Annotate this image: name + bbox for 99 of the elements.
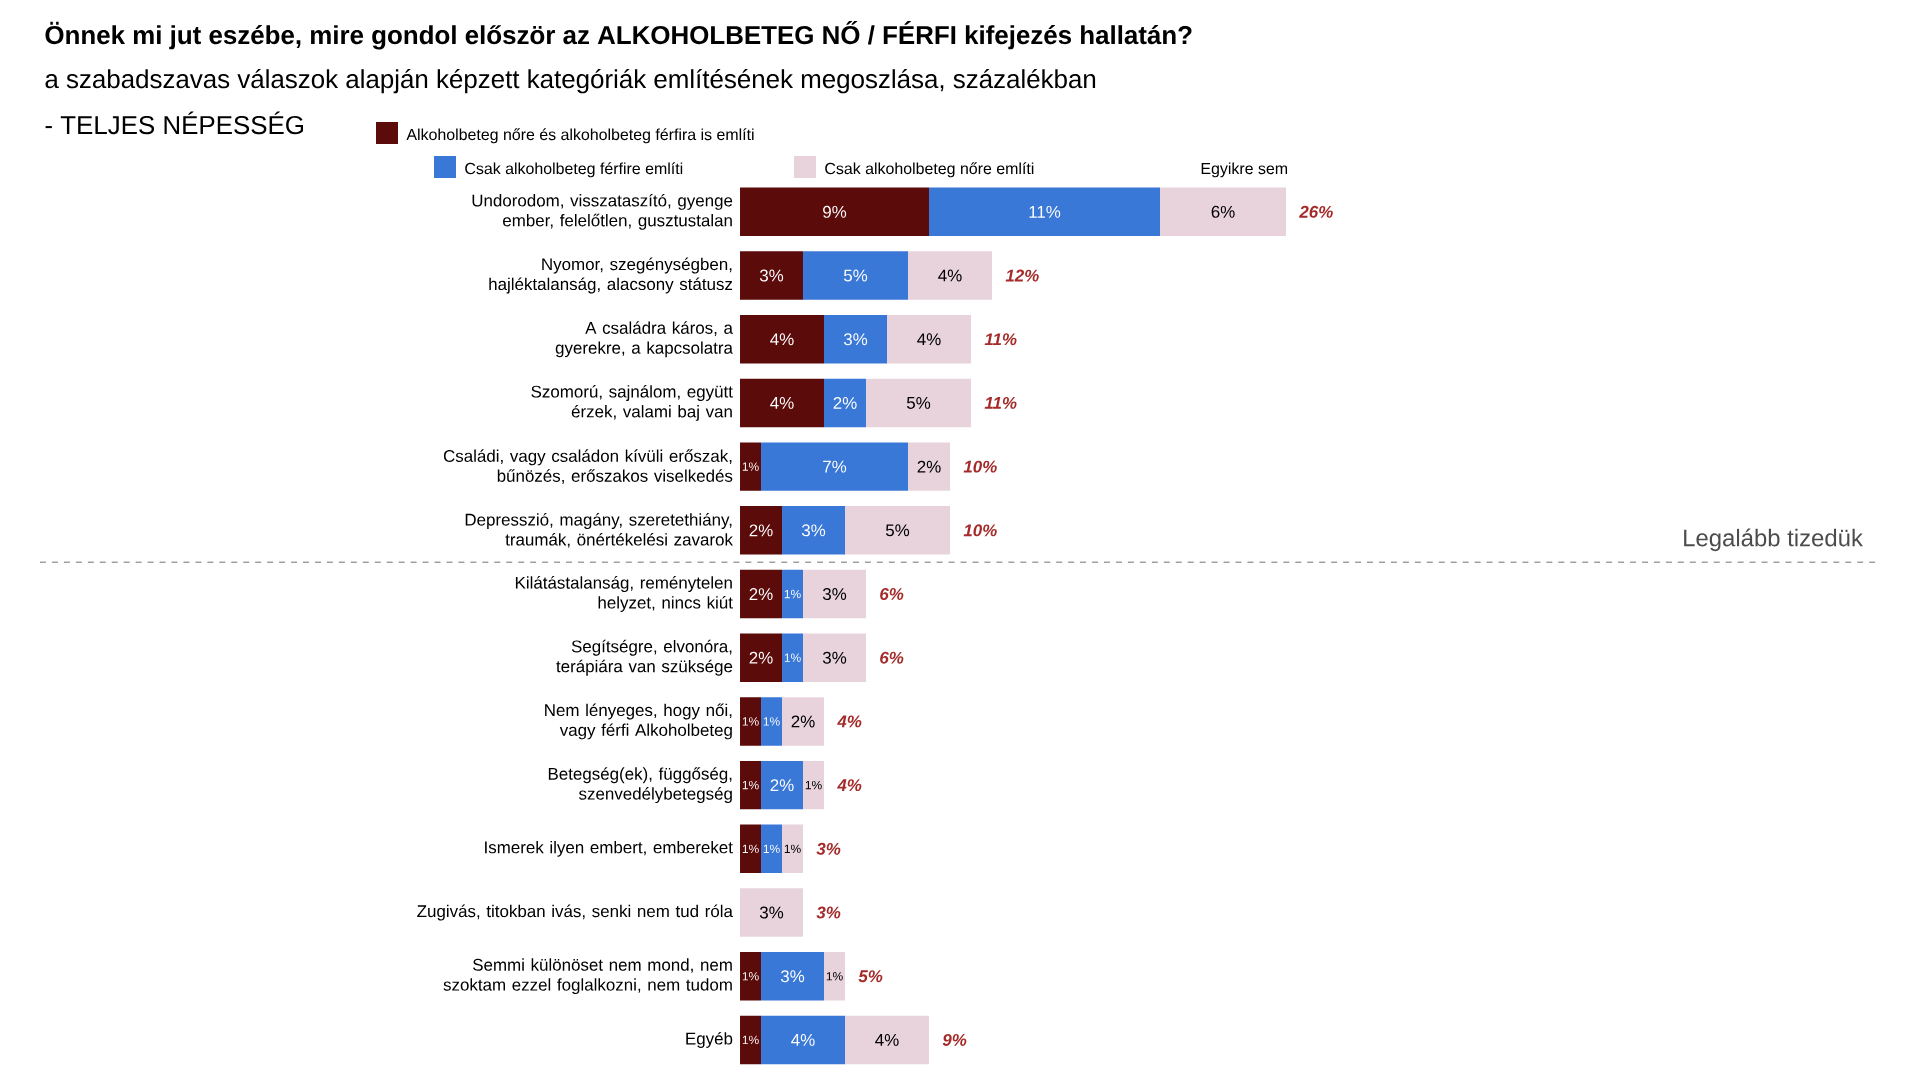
- bar: [845, 1015, 930, 1065]
- bar: [782, 697, 825, 746]
- bar: [866, 378, 972, 428]
- bar: [740, 888, 804, 937]
- data-label: 9%: [823, 205, 847, 218]
- bar: [740, 824, 762, 874]
- data-label: 5%: [843, 269, 868, 282]
- chart-subtitle: a szabadszavas válaszok alapján képzett kategóriák említésének megoszlása, százalékban: [45, 68, 1096, 94]
- total-label: 3%: [816, 842, 841, 855]
- data-label: 6%: [1211, 205, 1235, 218]
- bar: [761, 442, 909, 491]
- total-label: 5%: [858, 970, 883, 983]
- data-label: 4%: [938, 269, 962, 282]
- bar: [782, 506, 846, 555]
- data-label: 4%: [770, 397, 794, 409]
- y-tick-label: Nem lényeges, hogy női, vagy férfi Alkoholbeteg: [545, 703, 732, 740]
- data-label: 5%: [906, 396, 931, 409]
- data-label: 3%: [759, 906, 784, 919]
- bar: [803, 569, 867, 619]
- bar: [845, 506, 951, 555]
- total-label: 6%: [880, 588, 904, 601]
- bar: [824, 952, 846, 1001]
- text: Legalább tizedük: [1684, 528, 1863, 552]
- data-label: 2%: [749, 651, 773, 664]
- data-label: 2%: [833, 396, 857, 409]
- bar: [761, 760, 804, 810]
- bar: [908, 251, 993, 300]
- y-tick-label: Szomorú, sajnálom, együtt érzek, valami baj van: [531, 384, 733, 421]
- data-label: 2%: [749, 524, 773, 537]
- bar: [740, 506, 783, 555]
- data-label: 3%: [843, 333, 868, 346]
- bar: [803, 760, 825, 810]
- total-label: 12%: [1005, 269, 1039, 282]
- data-label: 2%: [791, 715, 815, 728]
- bar: [740, 697, 762, 746]
- bar: [740, 187, 930, 237]
- y-tick-label: Undorodom, visszataszító, gyenge ember, felelőtlen, gusztustalan: [472, 193, 733, 230]
- bar: [740, 633, 783, 682]
- total-label: 9%: [942, 1033, 967, 1046]
- y-tick-label: Zugivás, titokban ivás, senki nem tud róla: [417, 904, 733, 921]
- bar: [782, 633, 804, 682]
- bar: [740, 952, 762, 1001]
- data-label: 4%: [770, 333, 794, 346]
- bar: [761, 697, 783, 746]
- y-tick-label: Ismerek ilyen embert, embereket: [485, 840, 733, 857]
- y-tick-label: Kilátástalanság, reménytelen helyzet, nincs kiút: [515, 576, 733, 612]
- chart-title: Önnek mi jut eszébe, mire gondol először az ALKOHOLBETEG NŐ / FÉRFI kifejezés hallatán?: [45, 21, 1192, 50]
- total-label: 6%: [880, 651, 904, 664]
- total-label: 10%: [963, 460, 997, 473]
- total-label: 26%: [1299, 205, 1333, 218]
- y-tick-label: Segítségre, elvonóra, terápiára van szüksége: [556, 639, 733, 676]
- bar: [908, 442, 951, 491]
- data-label: 7%: [823, 460, 847, 473]
- bar: [740, 569, 783, 619]
- data-label: 2%: [770, 779, 794, 792]
- total-label: 11%: [984, 333, 1017, 346]
- data-label: 4%: [917, 333, 941, 346]
- data-label: 4%: [791, 1034, 815, 1046]
- data-label: 3%: [759, 269, 784, 282]
- text: - TELJES NÉPESSÉG: [45, 111, 304, 135]
- total-label: 10%: [963, 524, 997, 537]
- total-label: 4%: [837, 779, 862, 792]
- y-tick-label: Nyomor, szegénységben, hajléktalanság, alacsony státusz: [489, 257, 733, 294]
- data-label: 2%: [917, 460, 941, 473]
- bar: [824, 378, 867, 428]
- bar: [761, 1015, 846, 1065]
- y-tick-label: Depresszió, magány, szeretethiány, traumák, önértékelési zavarok: [465, 513, 733, 548]
- total-label: 4%: [837, 715, 862, 728]
- bar: [740, 760, 762, 810]
- bar: [803, 633, 867, 682]
- bar: [824, 315, 888, 364]
- data-label: 3%: [822, 588, 847, 601]
- bar: [782, 569, 804, 619]
- data-label: 3%: [801, 524, 826, 537]
- bar: [761, 824, 783, 874]
- total-label: 3%: [816, 906, 841, 919]
- data-label: 3%: [822, 651, 847, 664]
- y-tick-label: Semmi különöset nem mond, nem szoktam ezzel foglalkozni, nem tudom: [443, 958, 732, 995]
- bar: [887, 315, 972, 364]
- y-tick-label: Családi, vagy családon kívüli erőszak, bűnözés, erőszakos viselkedés: [443, 449, 733, 484]
- bar: [761, 952, 825, 1001]
- bar: [929, 187, 1161, 237]
- y-tick-label: A családra káros, a gyerekre, a kapcsolatra: [555, 321, 733, 358]
- bar: [740, 251, 804, 300]
- bar: [782, 824, 804, 874]
- bar: [740, 315, 825, 364]
- data-label: 4%: [875, 1034, 899, 1046]
- data-label: 3%: [780, 970, 805, 983]
- data-label: 2%: [749, 588, 773, 600]
- data-label: 5%: [885, 524, 910, 537]
- bar: [740, 442, 762, 491]
- bar: [803, 251, 909, 300]
- total-label: 11%: [984, 396, 1017, 409]
- data-label: 11%: [1029, 205, 1061, 218]
- bar: [740, 1015, 762, 1065]
- y-tick-label: Egyéb: [686, 1031, 733, 1048]
- bar: [740, 378, 825, 428]
- bar: [1160, 187, 1287, 237]
- y-tick-label: Betegség(ek), függőség, szenvedélybetegség: [548, 767, 732, 804]
